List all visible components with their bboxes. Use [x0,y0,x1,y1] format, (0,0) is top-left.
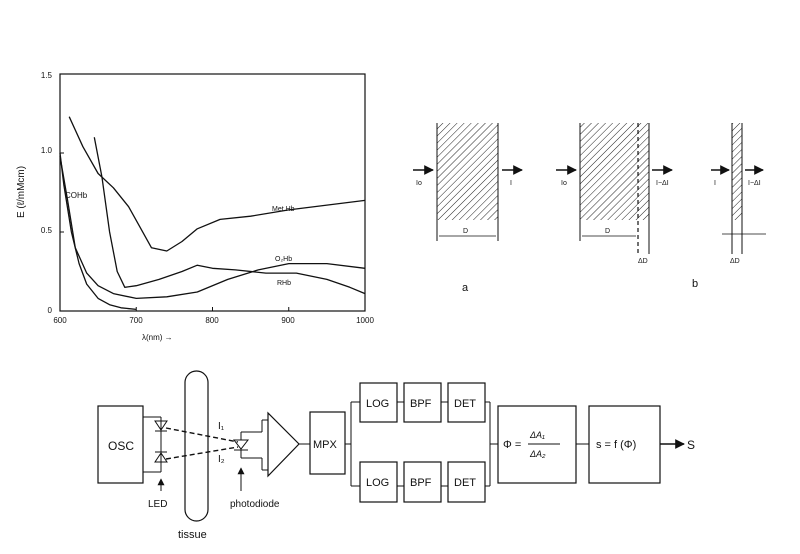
function-label: s = f (Φ) [596,439,636,451]
delta-thickness-label: ΔD [638,258,648,265]
bpf-block-lower [403,461,442,503]
series-line-o-hb [59,156,366,300]
log-block-lower [359,461,398,503]
delta-thickness-label: ΔD [730,258,740,265]
mpx-block [309,411,346,475]
absorbing-medium [437,123,498,220]
curve-label-o2hb: O₂Hb [275,256,292,263]
incident-intensity-label: Io [561,180,567,187]
transmitted-intensity-label: I [510,180,512,187]
curve-label-rhb: RHb [277,280,291,287]
spectrum-chart: 1.5 1.0 0.5 0 600 700 800 900 1000 E (ℓ/… [16,71,374,342]
absorbing-medium-extended [580,123,649,220]
bpf-label: BPF [410,398,432,410]
series-line-rhb [93,137,366,295]
y-tick-label: 1.0 [41,146,53,155]
i2-label: I₂ [218,454,225,465]
thickness-label: D [463,228,468,235]
tissue-finger [184,370,209,522]
x-tick-label: 600 [53,316,67,325]
ratio-phi-label: Φ = [503,439,521,451]
det-block-lower [447,461,486,503]
chart-frame [59,73,366,312]
light-path-lower [165,446,239,460]
tissue-label: tissue [178,529,207,541]
chart-series [59,116,366,311]
panel-label-a: a [462,282,469,294]
absorption-diagram-a: Io I D a [413,123,523,294]
incident-intensity-label: I [714,180,716,187]
led-label: LED [148,499,167,510]
det-label: DET [454,477,476,489]
osc-label: OSC [108,439,134,453]
transmitted-intensity-label: I−ΔI [656,180,669,187]
x-tick-label: 800 [205,316,219,325]
y-tick-label: 0.5 [41,226,53,235]
light-path-upper [165,427,239,443]
curve-label-cohb: COHb [65,191,88,200]
curve-label-methb: Met Hb [272,206,295,213]
photodiode-symbol [232,419,268,471]
log-label: LOG [366,398,389,410]
i1-label: I₁ [218,421,225,432]
bpf-label: BPF [410,477,432,489]
y-tick-label: 0 [48,306,53,315]
x-tick-label: 700 [129,316,143,325]
amplifier-triangle [267,411,300,478]
x-axis-label: λ(nm) → [142,333,173,342]
thin-slab [732,123,742,220]
y-axis-label: E (ℓ/mMcm) [16,166,27,218]
x-tick-label: 1000 [356,316,374,325]
incident-intensity-label: Io [416,180,422,187]
y-tick-label: 1.5 [41,71,53,80]
chart-tick-labels: 1.5 1.0 0.5 0 600 700 800 900 1000 [41,71,375,325]
ratio-denominator: ΔA₂ [529,449,546,459]
series-line-met-hb [68,116,366,252]
thickness-label: D [605,228,610,235]
led-pair [143,416,168,473]
output-label: S [687,438,695,452]
mpx-label: MPX [313,439,338,451]
series-line-cohb [59,152,137,311]
ratio-numerator: ΔA₁ [529,430,545,440]
photodiode-label: photodiode [230,499,280,510]
absorption-diagram-b: Io I−ΔI D ΔD I I−ΔI ΔD b [556,123,766,290]
transmitted-intensity-label: I−ΔI [748,180,761,187]
osc-block [97,405,144,484]
log-label: LOG [366,477,389,489]
block-diagram: OSC LED tissue I₁ I₂ [97,370,695,541]
chart-ticks [59,73,366,312]
led-diode-lower [154,452,168,463]
panel-label-b: b [692,278,698,290]
x-tick-label: 900 [281,316,295,325]
det-label: DET [454,398,476,410]
led-diode-upper [154,420,168,431]
